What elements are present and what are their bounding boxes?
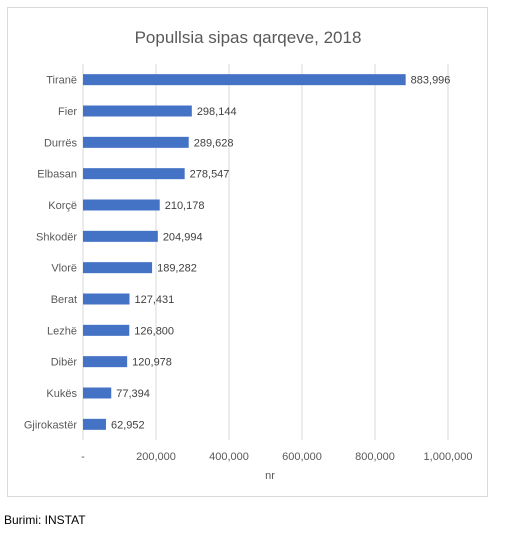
bar — [83, 262, 153, 274]
bar — [83, 356, 128, 368]
category-label: Korçë — [48, 200, 77, 212]
bar — [83, 199, 160, 211]
bar — [83, 105, 192, 117]
value-label: 289,628 — [194, 137, 234, 149]
x-tick-label: 800,000 — [355, 451, 395, 463]
x-tick-labels: - 200,000 400,000 600,000 800,000 1,000,000 — [81, 451, 472, 463]
value-label: 77,394 — [116, 388, 150, 400]
category-label: Berat — [51, 294, 77, 306]
value-label: 62,952 — [111, 419, 145, 431]
value-label: 278,547 — [190, 169, 230, 181]
population-bar-chart: Popullsia sipas qarqeve, 2018 Tiranë Fier… — [24, 28, 473, 482]
bars — [83, 74, 406, 430]
chart-title: Popullsia sipas qarqeve, 2018 — [135, 28, 362, 47]
value-label: 120,978 — [132, 357, 172, 369]
value-label: 883,996 — [411, 75, 451, 87]
gridlines — [82, 64, 449, 440]
bar — [83, 387, 112, 399]
x-tick-label: 1,000,000 — [424, 451, 473, 463]
bar — [83, 168, 185, 180]
x-tick-label: 400,000 — [209, 451, 249, 463]
value-label: 127,431 — [135, 294, 175, 306]
bar — [83, 324, 130, 336]
value-label: 189,282 — [157, 263, 197, 275]
value-label: 126,800 — [134, 325, 174, 337]
bar — [83, 293, 130, 305]
category-label: Shkodër — [36, 231, 77, 243]
bar — [83, 230, 158, 242]
x-tick-label: 600,000 — [282, 451, 322, 463]
category-label: Dibër — [51, 357, 78, 369]
bar — [83, 418, 106, 430]
value-label: 298,144 — [197, 106, 237, 118]
x-tick-label: 200,000 — [136, 451, 176, 463]
category-label: Tiranë — [46, 75, 77, 87]
chart-frame: Popullsia sipas qarqeve, 2018 Tiranë Fier… — [7, 7, 488, 497]
category-label: Vlorë — [51, 263, 77, 275]
category-label: Fier — [58, 106, 77, 118]
value-label: 204,994 — [163, 231, 203, 243]
value-label: 210,178 — [165, 200, 205, 212]
category-label: Lezhë — [47, 325, 77, 337]
x-axis-label: nr — [265, 470, 275, 482]
x-tick-label: - — [81, 451, 85, 463]
category-labels: Tiranë Fier Durrës Elbasan Korçë Shkodër Vlorë… — [24, 75, 78, 432]
category-label: Elbasan — [37, 169, 77, 181]
source-note: Burimi: INSTAT — [4, 513, 86, 527]
category-label: Kukës — [46, 388, 77, 400]
category-label: Durrës — [44, 137, 78, 149]
category-label: Gjirokastër — [24, 419, 78, 431]
value-labels: 883,996 298,144 289,628 278,547 210,178 204,9… — [111, 75, 450, 432]
bar — [83, 74, 406, 86]
bar — [83, 136, 189, 148]
